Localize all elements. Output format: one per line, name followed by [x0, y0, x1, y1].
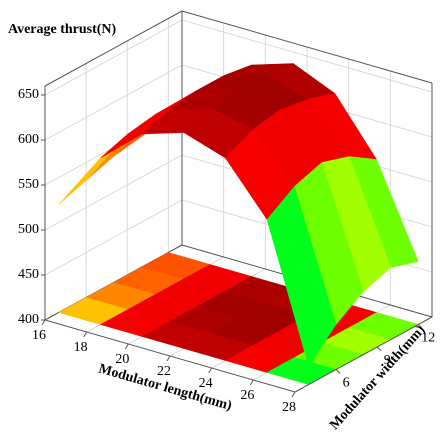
- tick-mark: [166, 355, 171, 362]
- y-tick-label: 12: [421, 331, 435, 346]
- surface-cell: [100, 109, 170, 159]
- z-tick-label: 650: [18, 87, 39, 102]
- x-tick-label: 28: [282, 400, 296, 415]
- x-tick-label: 24: [199, 376, 213, 391]
- x-tick-label: 18: [74, 340, 88, 355]
- tick-mark: [335, 369, 341, 374]
- z-tick-label: 550: [18, 177, 39, 192]
- surface-cell: [266, 185, 337, 368]
- z-tick-label: 450: [18, 267, 39, 282]
- box-edge: [181, 10, 433, 84]
- tick-mark: [41, 319, 46, 326]
- z-tick-label: 600: [18, 132, 39, 147]
- tick-mark: [417, 324, 423, 329]
- tick-mark: [208, 367, 213, 374]
- z-tick-label: 500: [18, 222, 39, 237]
- tick-mark: [376, 346, 382, 352]
- y-tick-label: 6: [343, 376, 350, 391]
- x-tick-label: 20: [115, 352, 129, 367]
- box-edge: [294, 316, 433, 393]
- x-tick-label: 26: [240, 388, 254, 403]
- x-tick-label: 16: [32, 328, 46, 343]
- tick-mark: [83, 331, 88, 338]
- z-tick-label: 400: [18, 312, 39, 327]
- chart-title: Average thrust(N): [8, 22, 117, 37]
- tick-mark: [249, 379, 254, 386]
- tick-mark: [124, 343, 129, 350]
- x-tick-label: 22: [157, 364, 171, 379]
- tick-mark: [291, 391, 296, 398]
- y-tick-label: 9: [384, 353, 391, 368]
- box-edge: [44, 10, 183, 87]
